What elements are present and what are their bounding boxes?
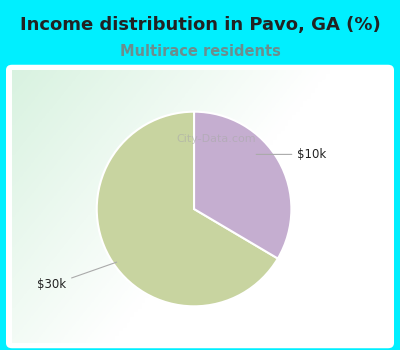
Wedge shape [97,112,278,306]
Wedge shape [194,112,291,259]
Text: City-Data.com: City-Data.com [176,134,256,145]
Text: $10k: $10k [256,148,326,161]
Text: Income distribution in Pavo, GA (%): Income distribution in Pavo, GA (%) [20,16,380,34]
Text: $30k: $30k [37,262,117,292]
Text: Multirace residents: Multirace residents [120,44,280,59]
